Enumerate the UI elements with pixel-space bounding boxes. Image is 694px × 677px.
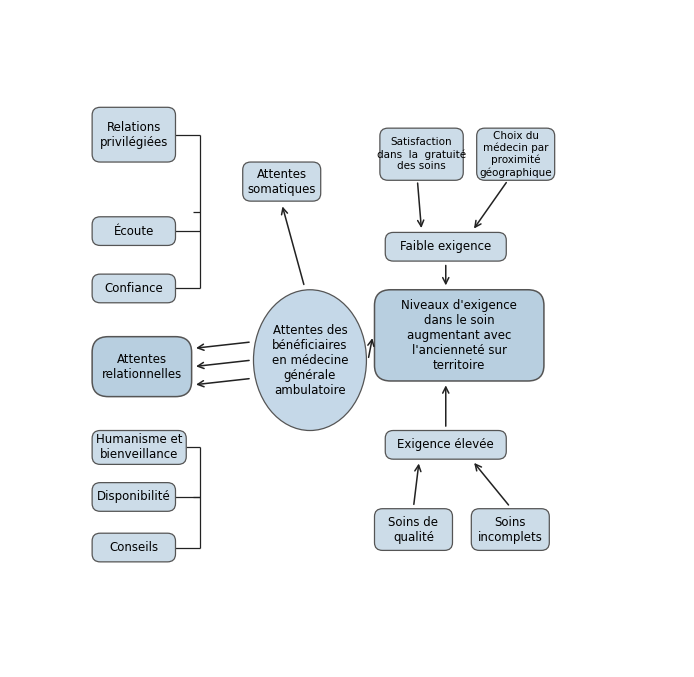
Text: Attentes
relationnelles: Attentes relationnelles [102,353,182,380]
Text: Exigence élevée: Exigence élevée [398,438,494,452]
Text: Humanisme et
bienveillance: Humanisme et bienveillance [96,433,183,462]
FancyBboxPatch shape [92,217,176,246]
FancyBboxPatch shape [375,508,452,550]
FancyBboxPatch shape [380,128,464,180]
Text: Faible exigence: Faible exigence [400,240,491,253]
Text: Attentes
somatiques: Attentes somatiques [248,168,316,196]
FancyBboxPatch shape [243,162,321,201]
Text: Niveaux d'exigence
dans le soin
augmentant avec
l'ancienneté sur
territoire: Niveaux d'exigence dans le soin augmenta… [401,299,517,372]
Text: Attentes des
bénéficiaires
en médecine
générale
ambulatoire: Attentes des bénéficiaires en médecine g… [272,324,348,397]
FancyBboxPatch shape [92,336,192,397]
Text: Disponibilité: Disponibilité [97,490,171,504]
FancyBboxPatch shape [385,232,507,261]
Text: Choix du
médecin par
proximité
géographique: Choix du médecin par proximité géographi… [480,131,552,177]
FancyBboxPatch shape [375,290,544,381]
FancyBboxPatch shape [92,483,176,511]
FancyBboxPatch shape [92,533,176,562]
Text: Satisfaction
dans  la  gratuité
des soins: Satisfaction dans la gratuité des soins [377,137,466,171]
Text: Conseils: Conseils [109,541,158,554]
FancyBboxPatch shape [92,274,176,303]
FancyBboxPatch shape [92,108,176,162]
Text: Soins de
qualité: Soins de qualité [389,516,439,544]
Text: Soins
incomplets: Soins incomplets [478,516,543,544]
Text: Écoute: Écoute [114,225,154,238]
Text: Relations
privilégiées: Relations privilégiées [100,121,168,149]
FancyBboxPatch shape [477,128,555,180]
FancyBboxPatch shape [92,431,186,464]
FancyBboxPatch shape [471,508,549,550]
Text: Confiance: Confiance [104,282,163,295]
Ellipse shape [253,290,366,431]
FancyBboxPatch shape [385,431,507,459]
